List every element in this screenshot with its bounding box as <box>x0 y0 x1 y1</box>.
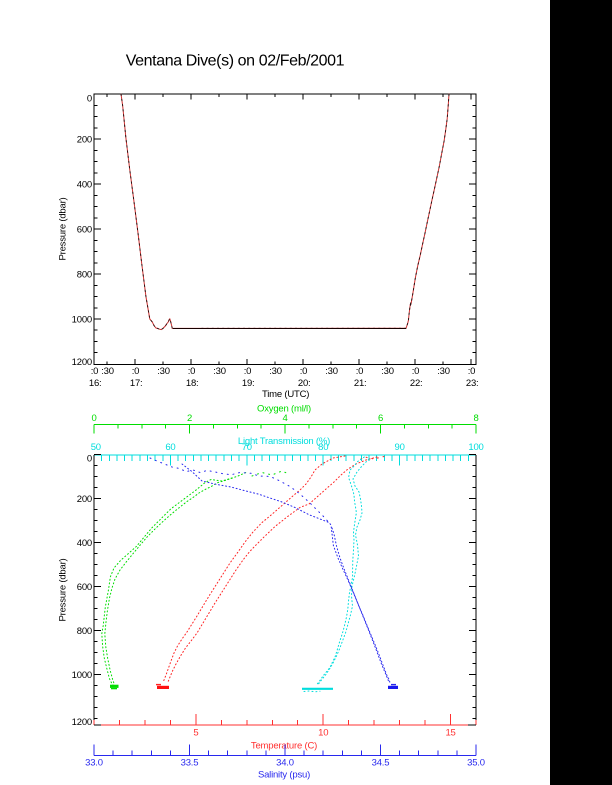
svg-text::0: :0 <box>188 366 196 377</box>
svg-text:800: 800 <box>77 626 92 637</box>
svg-text:2: 2 <box>187 413 192 424</box>
svg-text:Salinity (psu): Salinity (psu) <box>258 769 310 780</box>
svg-text::0: :0 <box>244 366 252 377</box>
svg-text:200: 200 <box>77 135 92 146</box>
svg-text::30: :30 <box>213 366 226 377</box>
svg-text:Time (UTC): Time (UTC) <box>262 389 309 400</box>
svg-text:400: 400 <box>77 538 92 549</box>
svg-text:1200: 1200 <box>72 717 92 728</box>
svg-text:10: 10 <box>318 728 328 739</box>
svg-text:0: 0 <box>87 454 92 465</box>
svg-text::0: :0 <box>468 366 476 377</box>
svg-text:0: 0 <box>91 413 96 424</box>
svg-text::30: :30 <box>325 366 338 377</box>
svg-text:21:: 21: <box>354 378 367 389</box>
svg-text:5: 5 <box>193 728 198 739</box>
svg-text::0: :0 <box>132 366 140 377</box>
svg-text:35.0: 35.0 <box>467 758 485 769</box>
svg-text:600: 600 <box>77 582 92 593</box>
svg-text::0: :0 <box>356 366 364 377</box>
svg-text::0: :0 <box>300 366 308 377</box>
svg-text:34.5: 34.5 <box>372 758 390 769</box>
svg-text:1000: 1000 <box>72 314 92 325</box>
svg-text:22:: 22: <box>410 378 423 389</box>
svg-text:70: 70 <box>242 442 252 453</box>
svg-text::30: :30 <box>437 366 450 377</box>
svg-text:8: 8 <box>473 413 478 424</box>
svg-text:Light Transmission (%): Light Transmission (%) <box>238 436 330 447</box>
svg-text:20:: 20: <box>298 378 311 389</box>
svg-text:60: 60 <box>165 442 175 453</box>
svg-text:33.5: 33.5 <box>181 758 199 769</box>
svg-text::0: :0 <box>412 366 420 377</box>
svg-text:Oxygen (ml/l): Oxygen (ml/l) <box>257 403 311 414</box>
svg-text:4: 4 <box>282 413 287 424</box>
svg-text:17:: 17: <box>130 378 143 389</box>
svg-text:90: 90 <box>395 442 405 453</box>
svg-text:34.0: 34.0 <box>276 758 294 769</box>
svg-text:800: 800 <box>77 269 92 280</box>
svg-text:1200: 1200 <box>72 357 92 368</box>
svg-text:23:: 23: <box>466 378 479 389</box>
svg-text:0: 0 <box>87 94 92 105</box>
svg-text:100: 100 <box>468 442 483 453</box>
svg-text:15: 15 <box>445 728 455 739</box>
svg-text:19:: 19: <box>242 378 255 389</box>
svg-text:Temperature (C): Temperature (C) <box>251 740 317 751</box>
svg-text:Ventana Dive(s) on 02/Feb/2001: Ventana Dive(s) on 02/Feb/2001 <box>126 53 345 70</box>
svg-text:Pressure (dbar): Pressure (dbar) <box>58 197 69 260</box>
svg-text:50: 50 <box>91 442 101 453</box>
svg-text:1000: 1000 <box>72 670 92 681</box>
svg-text::30: :30 <box>101 366 114 377</box>
svg-text:Pressure (dbar): Pressure (dbar) <box>58 558 69 621</box>
svg-text:200: 200 <box>77 494 92 505</box>
svg-text:80: 80 <box>318 442 328 453</box>
svg-text:18:: 18: <box>186 378 199 389</box>
svg-text:400: 400 <box>77 180 92 191</box>
svg-text::0: :0 <box>91 366 99 377</box>
svg-text:600: 600 <box>77 224 92 235</box>
svg-text::30: :30 <box>157 366 170 377</box>
svg-text:16:: 16: <box>89 378 102 389</box>
svg-text:33.0: 33.0 <box>85 758 103 769</box>
svg-text::30: :30 <box>269 366 282 377</box>
svg-text::30: :30 <box>381 366 394 377</box>
svg-text:6: 6 <box>378 413 383 424</box>
